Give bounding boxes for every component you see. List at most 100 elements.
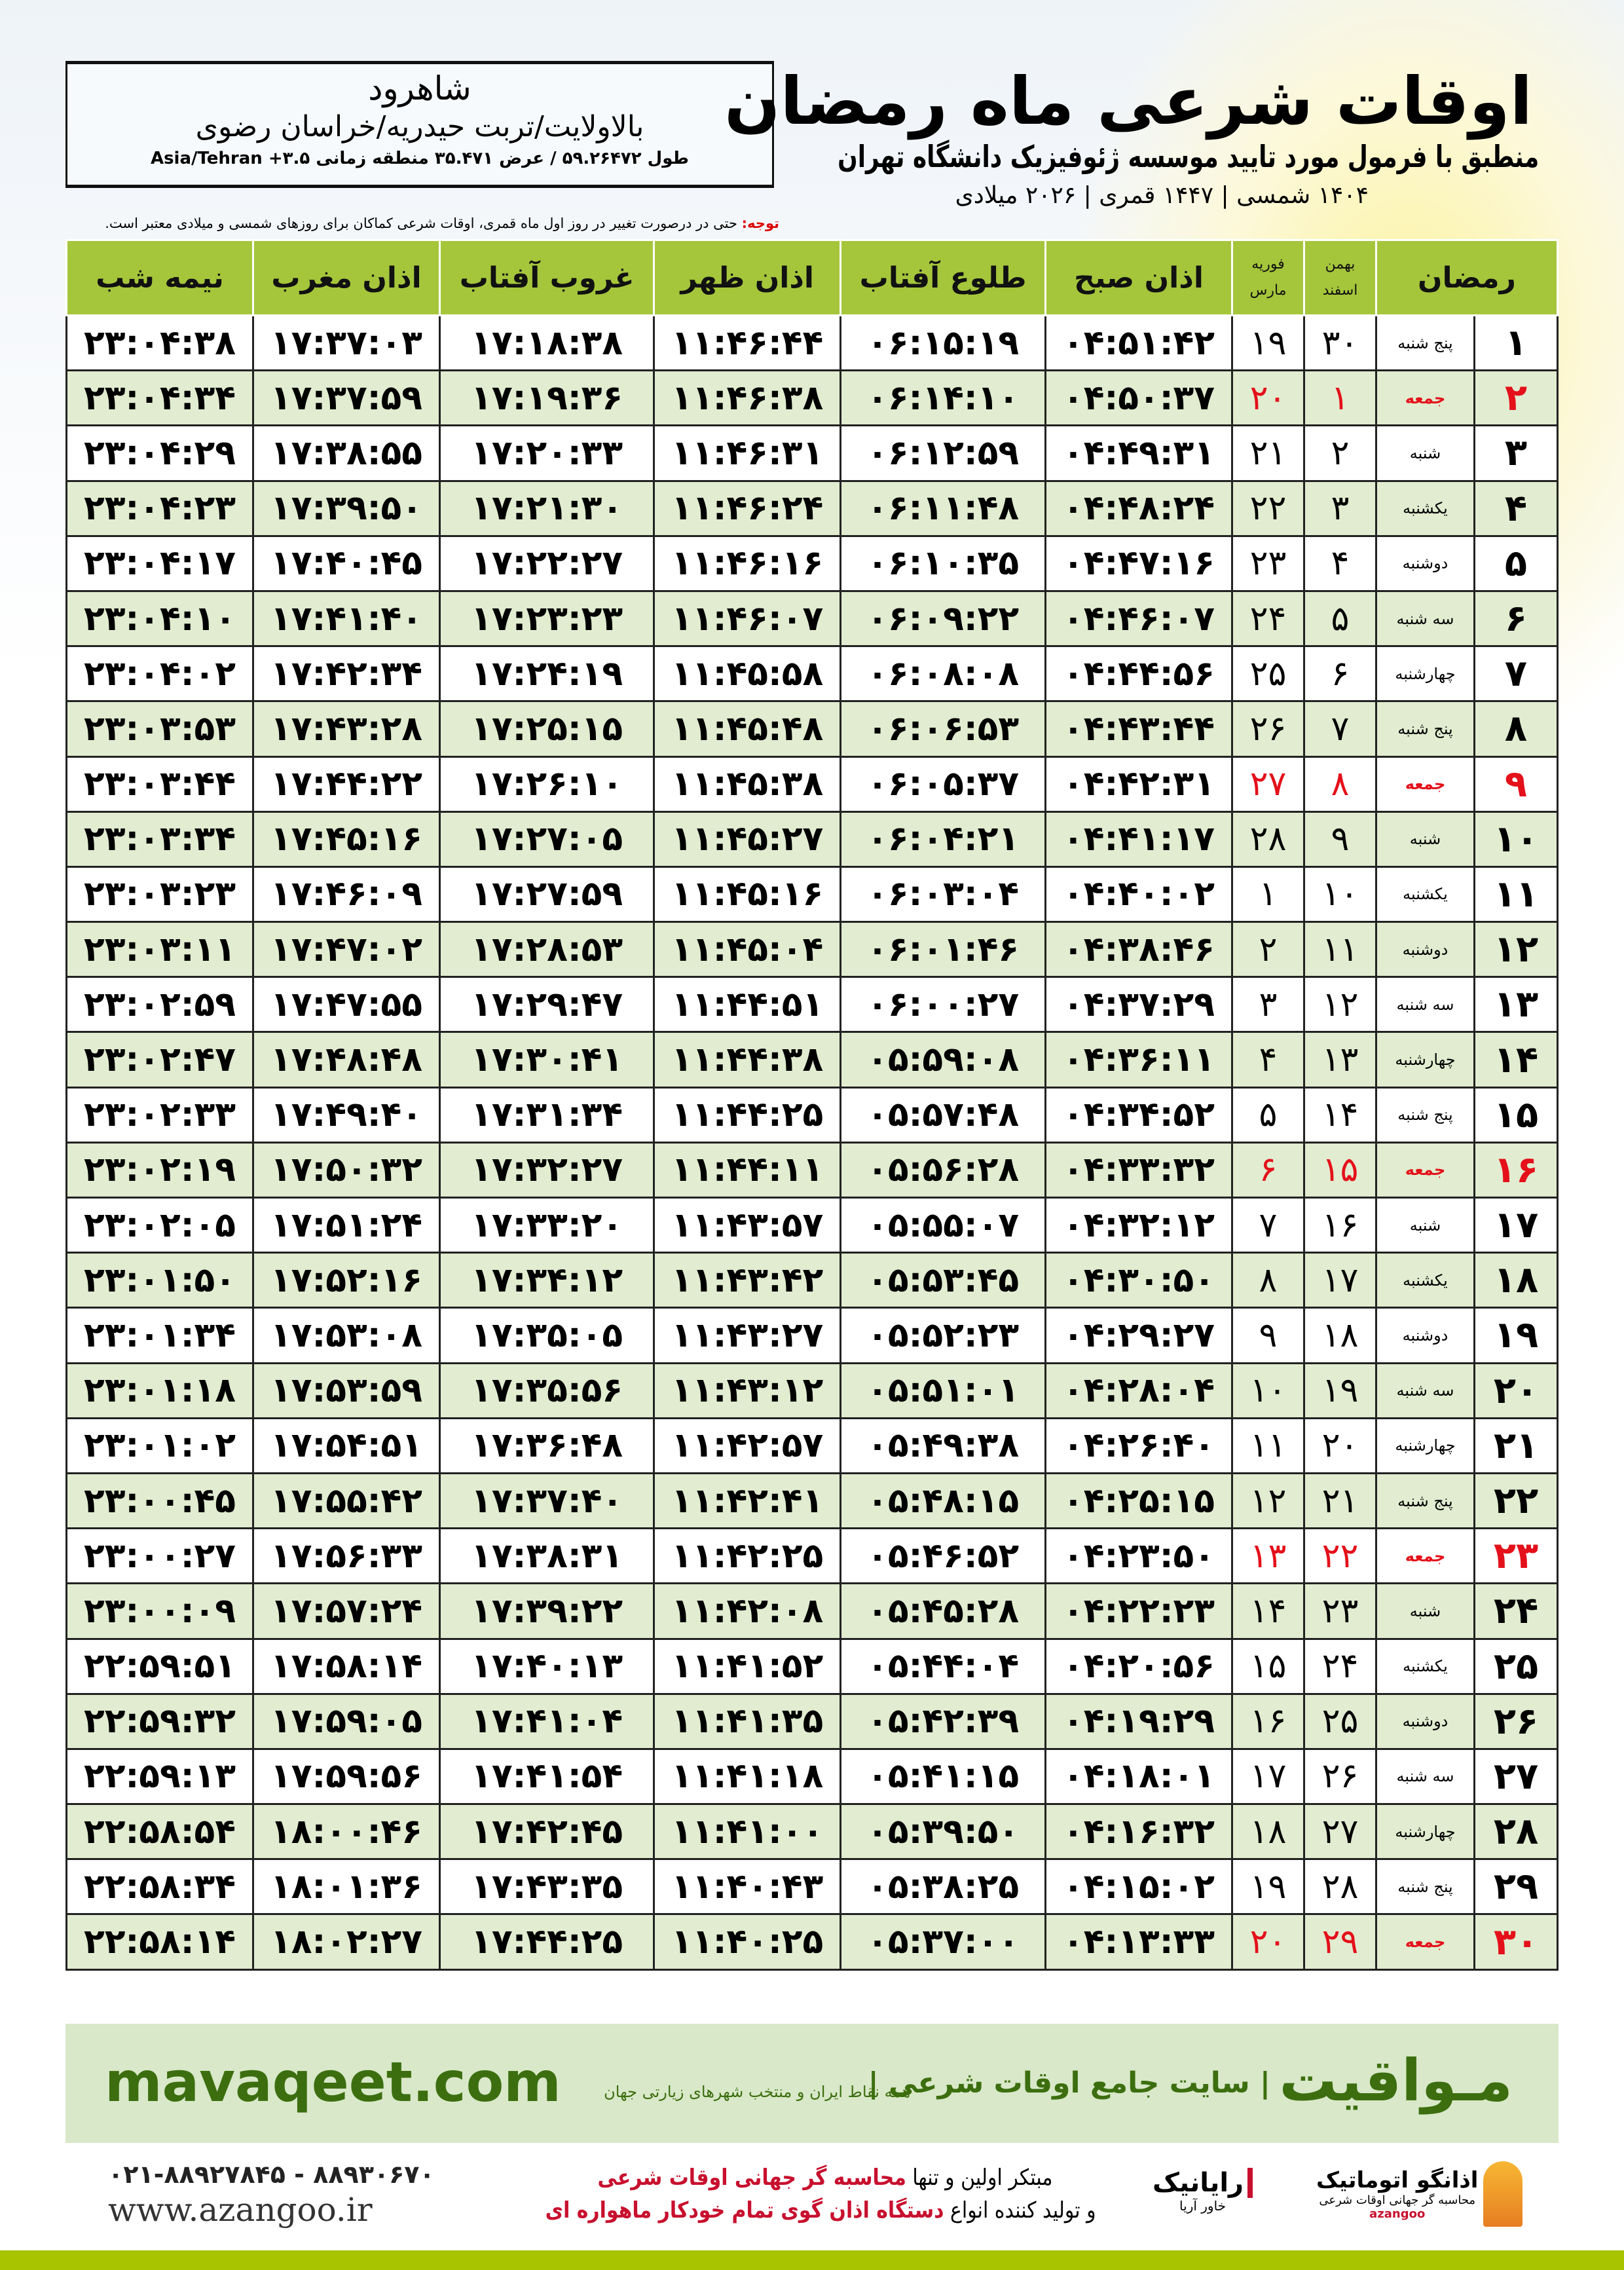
midnight-cell: ۲۳:۰۴:۲۳ [65,479,255,537]
city-name: شاهرود [368,69,471,107]
fajr-cell: ۰۴:۱۹:۲۹ [1044,1692,1233,1750]
weekday-cell: پنج شنبه [1375,314,1475,372]
ramadan-day-cell: ۱۱ [1473,865,1559,923]
promo-1b: محاسبه گر جهانی اوقات شرعی [597,2165,906,2191]
midnight-cell: ۲۳:۰۱:۳۴ [65,1307,255,1364]
midnight-cell: ۲۳:۰۳:۱۱ [65,921,255,978]
table-row: ۱ پنج شنبه ۳۰ ۱۹ ۰۴:۵۱:۴۲ ۰۶:۱۵:۱۹ ۱۱:۴۶:۴۴ ۱۷:… [65,314,1559,372]
shamsi-day-cell: ۲ [1303,424,1377,482]
dhuhr-cell: ۱۱:۴۶:۳۸ [653,369,842,427]
sunset-cell: ۱۷:۳۳:۲۰ [439,1196,655,1254]
note-label: توجه: [741,215,779,231]
shamsi-day-cell: ۱۱ [1303,921,1377,978]
table-row: ۱۱ یکشنبه ۱۰ ۱ ۰۴:۴۰:۰۲ ۰۶:۰۳:۰۴ ۱۱:۴۵:۱۶ ۱۷:۲۷… [65,865,1559,923]
ramadan-day-cell: ۷ [1473,645,1559,703]
gregorian-day-cell: ۳ [1231,976,1305,1033]
table-row: ۱۳ سه شنبه ۱۲ ۳ ۰۴:۳۷:۲۹ ۰۶:۰۰:۲۷ ۱۱:۴۴:۵۱ ۱۷:۲… [65,976,1559,1033]
maghrib-cell: ۱۸:۰۲:۲۷ [252,1913,441,1971]
sunset-cell: ۱۷:۴۳:۳۵ [439,1858,655,1916]
sunset-cell: ۱۷:۴۲:۴۵ [439,1803,655,1861]
fajr-cell: ۰۴:۱۶:۳۲ [1044,1803,1233,1861]
weekday-cell: دوشنبه [1375,1692,1475,1750]
midnight-cell: ۲۳:۰۴:۱۷ [65,534,255,592]
feb-label: فوریه [1251,256,1285,272]
shamsi-day-cell: ۱۶ [1303,1196,1377,1254]
ramadan-day-cell: ۱ [1473,314,1559,372]
col-midnight: نیمه شب [65,239,255,316]
fajr-cell: ۰۴:۴۱:۱۷ [1044,810,1233,868]
gregorian-day-cell: ۸ [1231,1252,1305,1309]
gregorian-day-cell: ۱ [1231,865,1305,923]
shamsi-day-cell: ۲۱ [1303,1472,1377,1530]
dhuhr-cell: ۱۱:۴۳:۴۲ [653,1252,842,1309]
maghrib-cell: ۱۷:۵۹:۵۶ [252,1747,441,1806]
gregorian-day-cell: ۱۱ [1231,1417,1305,1474]
fajr-cell: ۰۴:۴۲:۳۱ [1044,755,1233,813]
col-dhuhr: اذان ظهر [653,239,842,316]
gregorian-day-cell: ۱۹ [1231,314,1305,372]
sunrise-cell: ۰۵:۵۵:۰۷ [840,1196,1047,1254]
table-row: ۲ جمعه ۱ ۲۰ ۰۴:۵۰:۳۷ ۰۶:۱۴:۱۰ ۱۱:۴۶:۳۸ ۱۷:۱۹:۳۶… [65,369,1559,427]
sunset-cell: ۱۷:۴۱:۰۴ [439,1692,655,1750]
gregorian-day-cell: ۱۴ [1231,1582,1305,1640]
maghrib-cell: ۱۷:۳۷:۰۳ [252,314,441,372]
sunset-cell: ۱۷:۳۱:۳۴ [439,1086,655,1144]
dhuhr-cell: ۱۱:۴۴:۵۱ [653,976,842,1033]
midnight-cell: ۲۳:۰۰:۰۹ [65,1582,255,1640]
weekday-cell: چهارشنبه [1375,1417,1475,1474]
azangoo-en: azangoo [1369,2207,1426,2221]
maghrib-cell: ۱۷:۴۵:۱۶ [252,810,441,868]
fajr-cell: ۰۴:۳۲:۱۲ [1044,1196,1233,1254]
sunset-cell: ۱۷:۳۴:۱۲ [439,1252,655,1309]
weekday-cell: یکشنبه [1375,1252,1475,1309]
dhuhr-cell: ۱۱:۴۲:۴۱ [653,1472,842,1530]
sunset-cell: ۱۷:۲۲:۲۷ [439,534,655,592]
dhuhr-cell: ۱۱:۴۱:۱۸ [653,1747,842,1806]
weekday-cell: شنبه [1375,1582,1475,1640]
sunset-cell: ۱۷:۳۵:۰۵ [439,1307,655,1364]
site-url[interactable]: mavaqeet.com [105,2050,561,2114]
ramadan-day-cell: ۱۲ [1473,921,1559,978]
weekday-cell: شنبه [1375,810,1475,868]
gregorian-day-cell: ۷ [1231,1196,1305,1254]
table-row: ۹ جمعه ۸ ۲۷ ۰۴:۴۲:۳۱ ۰۶:۰۵:۳۷ ۱۱:۴۵:۳۸ ۱۷:۲۶:۱۰… [65,755,1559,813]
dhuhr-cell: ۱۱:۴۶:۳۱ [653,424,842,482]
dhuhr-cell: ۱۱:۴۲:۲۵ [653,1527,842,1585]
sunrise-cell: ۰۵:۵۶:۲۸ [840,1141,1047,1199]
midnight-cell: ۲۳:۰۴:۰۲ [65,645,255,703]
ramadan-day-cell: ۱۶ [1473,1141,1559,1199]
table-row: ۲۶ دوشنبه ۲۵ ۱۶ ۰۴:۱۹:۲۹ ۰۵:۴۲:۳۹ ۱۱:۴۱:۳۵ ۱۷:۴… [65,1692,1559,1750]
shamsi-day-cell: ۶ [1303,645,1377,703]
sunrise-cell: ۰۶:۰۴:۲۱ [840,810,1047,868]
sunrise-cell: ۰۶:۱۲:۵۹ [840,424,1047,482]
ramadan-day-cell: ۱۷ [1473,1196,1559,1254]
mavaqeet-banner[interactable]: mavaqeet.com مـواقیت | سایت جامع اوقات ش… [65,2024,1559,2143]
table-row: ۶ سه شنبه ۵ ۲۴ ۰۴:۴۶:۰۷ ۰۶:۰۹:۲۲ ۱۱:۴۶:۰۷ ۱۷:۲۳… [65,589,1559,648]
ramadan-day-cell: ۶ [1473,589,1559,648]
midnight-cell: ۲۳:۰۰:۴۵ [65,1472,255,1530]
bahman-label: بهمن [1325,256,1356,272]
weekday-cell: جمعه [1375,755,1475,813]
shamsi-day-cell: ۲۳ [1303,1582,1377,1640]
table-row: ۴ یکشنبه ۳ ۲۲ ۰۴:۴۸:۲۴ ۰۶:۱۱:۴۸ ۱۱:۴۶:۲۴ ۱۷:۲۱:… [65,479,1559,537]
sunset-cell: ۱۷:۲۷:۵۹ [439,865,655,923]
maghrib-cell: ۱۷:۵۳:۵۹ [252,1362,441,1419]
sunrise-cell: ۰۶:۱۱:۴۸ [840,479,1047,537]
website-link[interactable]: www.azangoo.ir [108,2191,373,2229]
sunrise-cell: ۰۶:۰۶:۵۳ [840,700,1047,758]
sunset-cell: ۱۷:۲۸:۵۳ [439,921,655,978]
dhuhr-cell: ۱۱:۴۱:۳۵ [653,1692,842,1750]
dhuhr-cell: ۱۱:۴۴:۳۸ [653,1031,842,1088]
table-row: ۲۰ سه شنبه ۱۹ ۱۰ ۰۴:۲۸:۰۴ ۰۵:۵۱:۰۱ ۱۱:۴۳:۱۲ ۱۷:… [65,1362,1559,1419]
table-row: ۲۷ سه شنبه ۲۶ ۱۷ ۰۴:۱۸:۰۱ ۰۵:۴۱:۱۵ ۱۱:۴۱:۱۸ ۱۷:… [65,1747,1559,1806]
sunrise-cell: ۰۶:۰۳:۰۴ [840,865,1047,923]
shamsi-day-cell: ۲۷ [1303,1803,1377,1861]
dhuhr-cell: ۱۱:۴۶:۰۷ [653,589,842,648]
promo-2a: و تولید کننده انواع [944,2197,1096,2223]
midnight-cell: ۲۳:۰۲:۱۹ [65,1141,255,1199]
page-subtitle: منطبق با فرمول مورد تایید موسسه ژئوفیزیک… [837,139,1539,174]
fajr-cell: ۰۴:۴۶:۰۷ [1044,589,1233,648]
weekday-cell: شنبه [1375,424,1475,482]
fajr-cell: ۰۴:۳۶:۱۱ [1044,1031,1233,1088]
ramadan-day-cell: ۱۹ [1473,1307,1559,1364]
